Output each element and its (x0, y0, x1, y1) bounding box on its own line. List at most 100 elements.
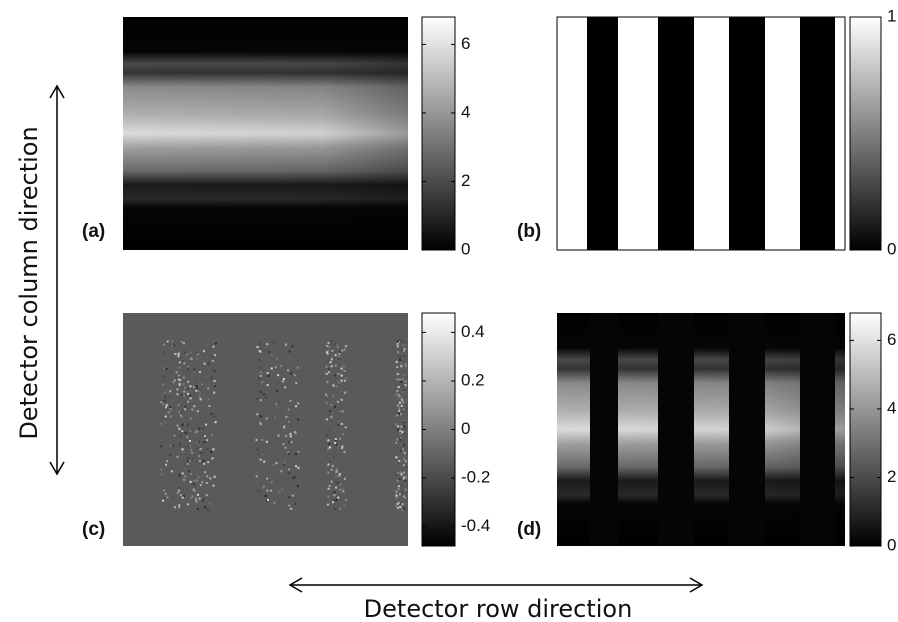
noise (163, 375, 166, 378)
noise (334, 354, 337, 357)
noise (327, 471, 330, 474)
noise (181, 488, 184, 491)
noise (340, 447, 343, 450)
noise (277, 505, 280, 508)
noise (403, 482, 406, 485)
noise (259, 391, 262, 393)
noise (189, 429, 192, 432)
noise (294, 431, 297, 434)
noise (336, 471, 339, 474)
noise (294, 432, 297, 435)
noise (339, 410, 342, 413)
noise (179, 348, 182, 351)
noise (281, 354, 284, 357)
noise (404, 341, 407, 344)
noise (165, 368, 168, 370)
noise (187, 365, 190, 368)
noise (287, 408, 290, 411)
noise (189, 417, 192, 420)
noise (286, 466, 289, 469)
noise (327, 367, 330, 370)
noise (343, 365, 346, 367)
noise (195, 379, 197, 382)
noise (294, 372, 297, 375)
noise (332, 436, 335, 439)
noise (396, 422, 399, 425)
noise (294, 476, 296, 479)
noise (173, 506, 176, 509)
noise (325, 393, 327, 396)
noise (338, 355, 340, 358)
noise (164, 395, 167, 398)
noise (397, 425, 400, 428)
noise (188, 470, 190, 473)
noise (259, 374, 262, 377)
noise (196, 410, 199, 413)
noise (186, 381, 189, 384)
noise (196, 475, 199, 478)
tick-label: -0.2 (461, 468, 490, 487)
noise (172, 444, 175, 447)
noise (402, 482, 405, 485)
noise (178, 487, 181, 490)
noise (342, 488, 345, 491)
noise (206, 423, 209, 426)
noise (332, 499, 335, 502)
noise (173, 379, 176, 382)
noise (175, 371, 178, 374)
noise (211, 430, 214, 433)
noise (332, 464, 335, 467)
noise (187, 445, 190, 448)
noise (284, 386, 287, 389)
noise (178, 384, 181, 387)
noise (277, 374, 280, 377)
noise (198, 441, 200, 444)
noise (330, 415, 333, 418)
noise (184, 386, 187, 389)
noise (283, 426, 286, 429)
noise (341, 349, 344, 352)
noise (162, 402, 165, 405)
noise (198, 497, 201, 500)
noise (189, 385, 192, 388)
noise (178, 374, 181, 377)
noise (333, 428, 336, 431)
noise (189, 480, 192, 483)
noise (334, 405, 336, 408)
noise (206, 439, 209, 442)
noise (199, 448, 202, 450)
noise (189, 397, 192, 400)
noise (202, 428, 205, 430)
noise (182, 478, 185, 481)
noise (288, 504, 291, 507)
noise (184, 352, 187, 354)
noise (396, 342, 399, 345)
noise (205, 482, 208, 484)
noise (181, 440, 184, 443)
noise (179, 376, 181, 379)
noise (166, 496, 169, 499)
noise (261, 487, 264, 490)
noise (214, 370, 217, 373)
noise (270, 354, 273, 357)
noise (178, 382, 181, 385)
noise (290, 370, 293, 373)
noise (288, 472, 291, 475)
noise (189, 440, 191, 442)
noise (186, 391, 189, 394)
noise (259, 415, 262, 418)
noise (181, 448, 184, 451)
noise (270, 367, 273, 370)
noise (404, 407, 407, 410)
noise (181, 464, 184, 467)
noise (173, 434, 176, 437)
noise (334, 454, 337, 457)
noise (169, 465, 172, 468)
noise (342, 490, 345, 493)
tick-label: 0 (461, 239, 470, 258)
noise (325, 365, 328, 368)
noise (201, 451, 204, 454)
noise (340, 505, 343, 508)
noise (338, 473, 341, 475)
noise (340, 398, 343, 401)
